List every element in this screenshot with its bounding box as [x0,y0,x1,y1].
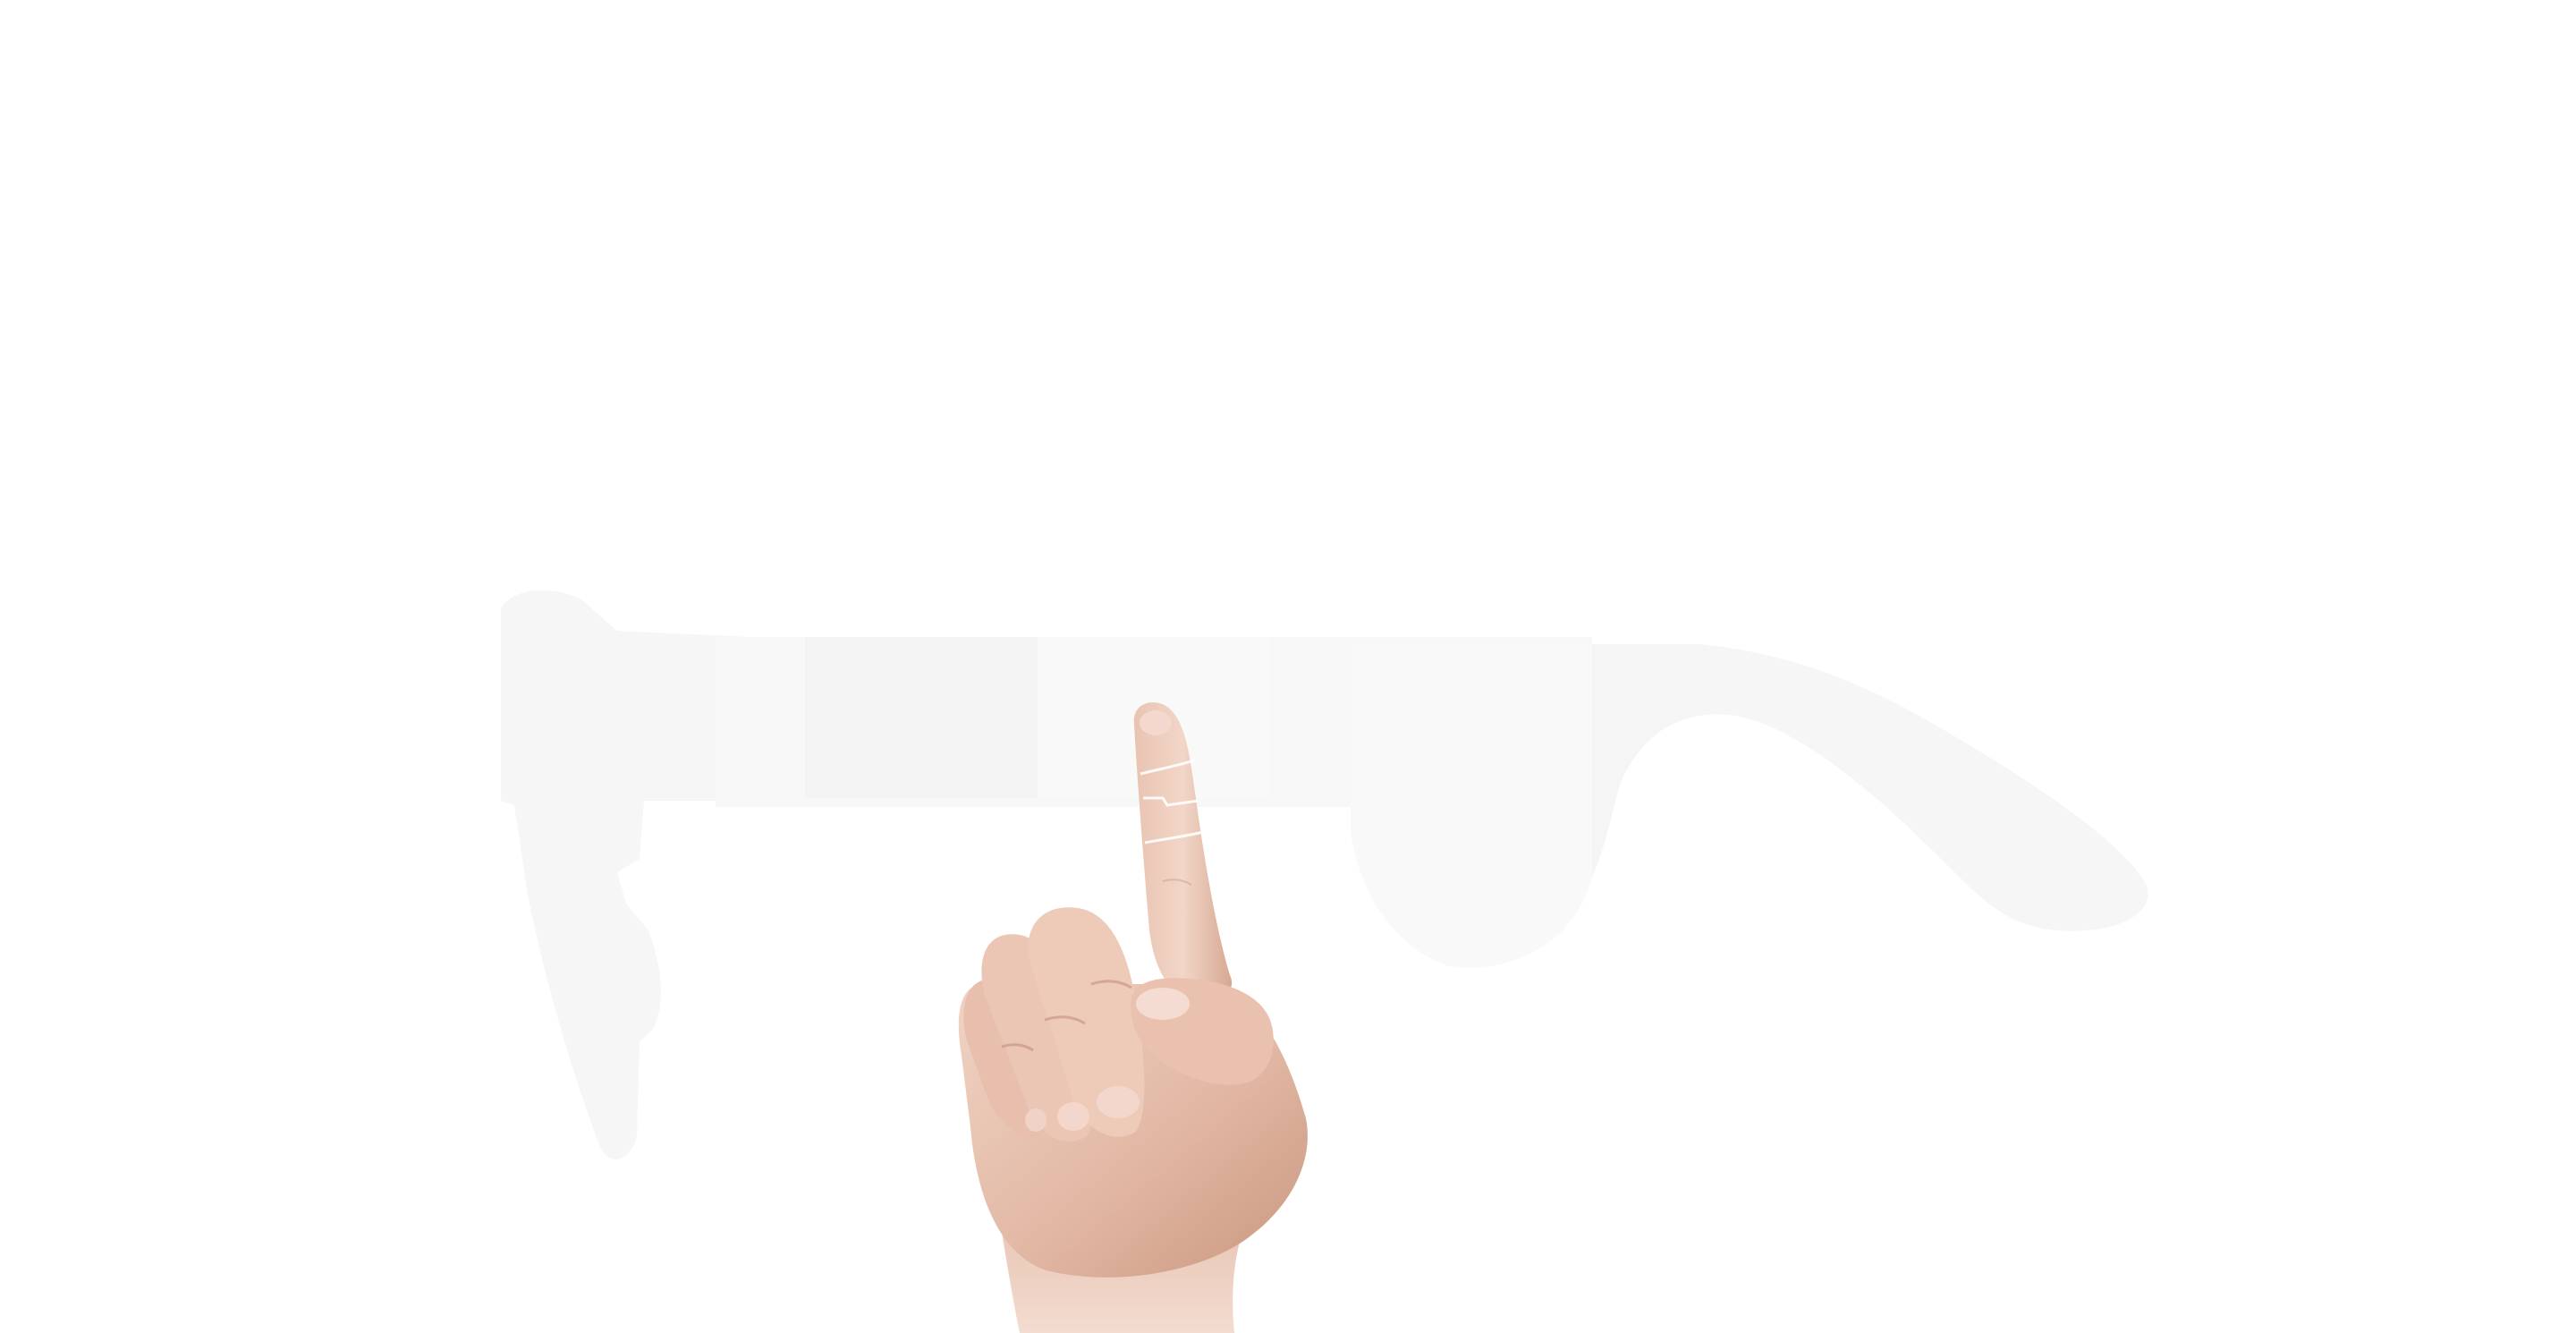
hand-finger-ring [981,934,1094,1142]
hand-finger-middle [1028,907,1145,1137]
nail-middle [1097,1086,1140,1118]
glasses-lens-right [1351,644,1592,968]
finger-glow-lines [1140,759,1204,845]
nail-thumb [1136,988,1190,1020]
nail-ring [1057,1102,1089,1131]
glasses-arm-right [1592,644,2148,931]
glasses-silhouette-icon [501,590,2148,1160]
hand-finger-index [1133,702,1233,999]
hand-pointing-up-icon [958,702,1308,1333]
nail-index [1140,710,1172,735]
nail-little [1025,1108,1046,1132]
